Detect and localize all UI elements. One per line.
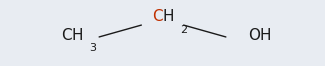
- Text: 3: 3: [89, 43, 97, 53]
- Text: 2: 2: [180, 25, 188, 35]
- Text: C: C: [152, 9, 162, 24]
- Text: C: C: [61, 28, 72, 43]
- Text: H: H: [162, 9, 174, 24]
- Text: OH: OH: [248, 28, 272, 43]
- Text: H: H: [72, 28, 83, 43]
